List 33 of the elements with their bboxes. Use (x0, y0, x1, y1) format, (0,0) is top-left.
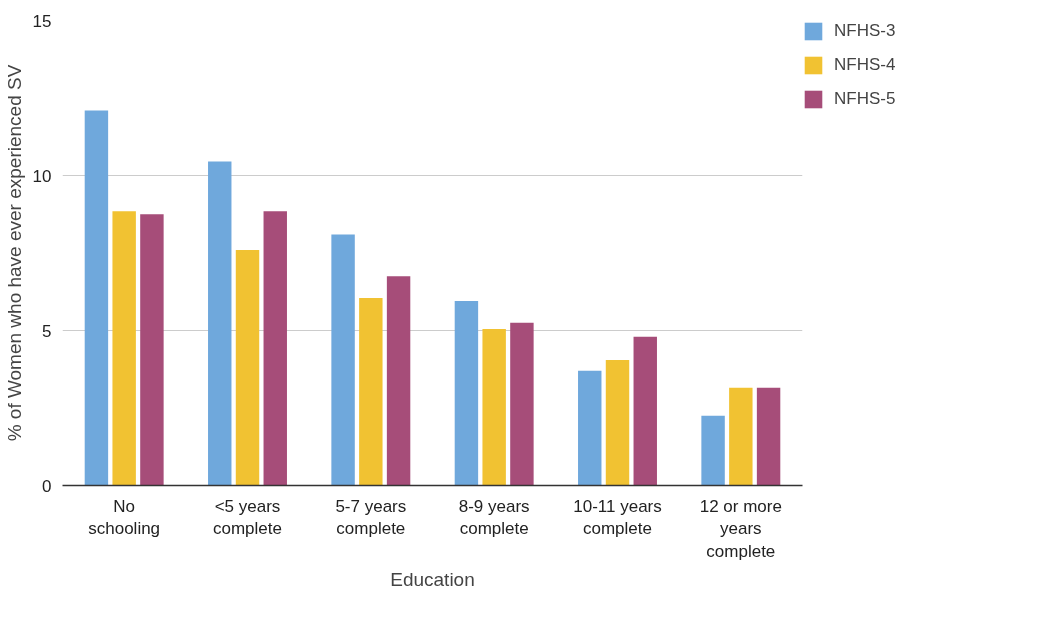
bar (84, 110, 109, 486)
x-tick-label: No schooling (88, 496, 161, 539)
bar (140, 214, 164, 486)
x-tick-label: 8-9 years complete (458, 496, 530, 539)
bar (386, 276, 411, 486)
bar (331, 234, 355, 486)
x-tick-label: 10-11 years complete (573, 496, 662, 539)
bar (263, 211, 287, 486)
y-axis-title: % of Women who have ever experienced SV (3, 64, 25, 442)
y-tick-label: 5 (42, 321, 52, 341)
bar (482, 328, 506, 486)
bar (112, 211, 136, 486)
bar (633, 336, 657, 486)
legend-label: NFHS-3 (834, 21, 896, 41)
bar (756, 387, 781, 486)
bar (701, 415, 725, 486)
legend-label: NFHS-5 (834, 89, 896, 109)
bar (359, 297, 383, 486)
x-tick-label: 5-7 years complete (335, 496, 407, 539)
x-axis-title: Education (390, 569, 475, 591)
y-tick-label: 0 (42, 476, 52, 496)
x-tick-label: <5 years complete (213, 496, 282, 539)
bar (235, 249, 260, 486)
bar (729, 387, 753, 486)
legend-label: NFHS-4 (834, 55, 896, 75)
y-tick-label: 15 (32, 11, 52, 31)
bar (578, 370, 602, 486)
y-tick-label: 10 (32, 166, 52, 186)
bar (208, 161, 232, 486)
x-tick-label: 12 or more years complete (699, 496, 782, 562)
bar (605, 359, 630, 486)
bar (454, 301, 479, 486)
bar (510, 322, 534, 486)
